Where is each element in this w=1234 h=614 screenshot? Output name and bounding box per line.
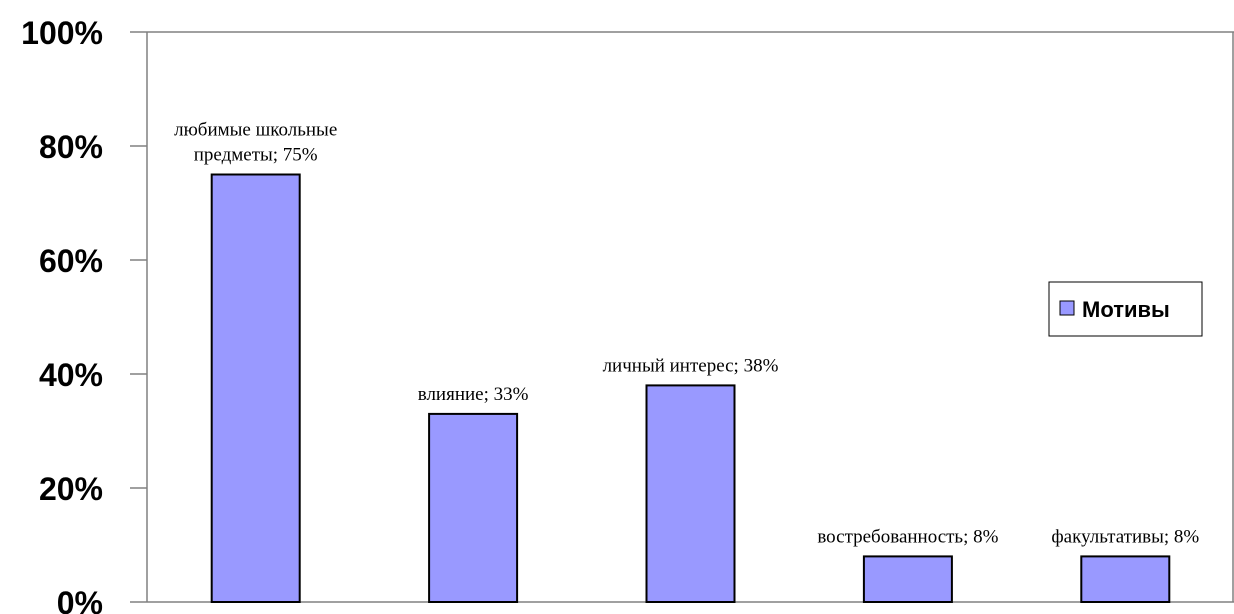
- y-tick-label: 20%: [39, 471, 103, 507]
- legend: Мотивы: [1048, 281, 1203, 337]
- plot-area: [147, 31, 1234, 602]
- y-tick-label: 40%: [39, 357, 103, 393]
- bar: [210, 173, 301, 603]
- bar: [428, 412, 519, 603]
- y-tick-label: 100%: [21, 15, 103, 51]
- bar: [862, 555, 953, 604]
- y-axis: 0% 20% 40% 60% 80% 100%: [21, 15, 1234, 614]
- bar: [1080, 555, 1171, 604]
- bar-data-label: востребованность; 8%: [817, 526, 998, 547]
- bar: [645, 384, 736, 603]
- bars: [210, 173, 1171, 604]
- bar-data-label: факультативы; 8%: [1051, 526, 1199, 547]
- data-labels: любимые школьные предметы; 75% влияние; 33…: [174, 120, 1199, 548]
- bar-data-label: любимые школьные: [174, 120, 337, 141]
- bar-data-label: предметы; 75%: [194, 145, 318, 166]
- bar-data-label: влияние; 33%: [418, 384, 529, 405]
- y-tick-label: 80%: [39, 129, 103, 165]
- bar-data-label: личный интерес; 38%: [603, 355, 779, 376]
- y-tick-label: 60%: [39, 243, 103, 279]
- legend-label: Мотивы: [1082, 297, 1170, 322]
- legend-swatch: [1059, 300, 1075, 316]
- y-tick-label: 0%: [57, 585, 103, 614]
